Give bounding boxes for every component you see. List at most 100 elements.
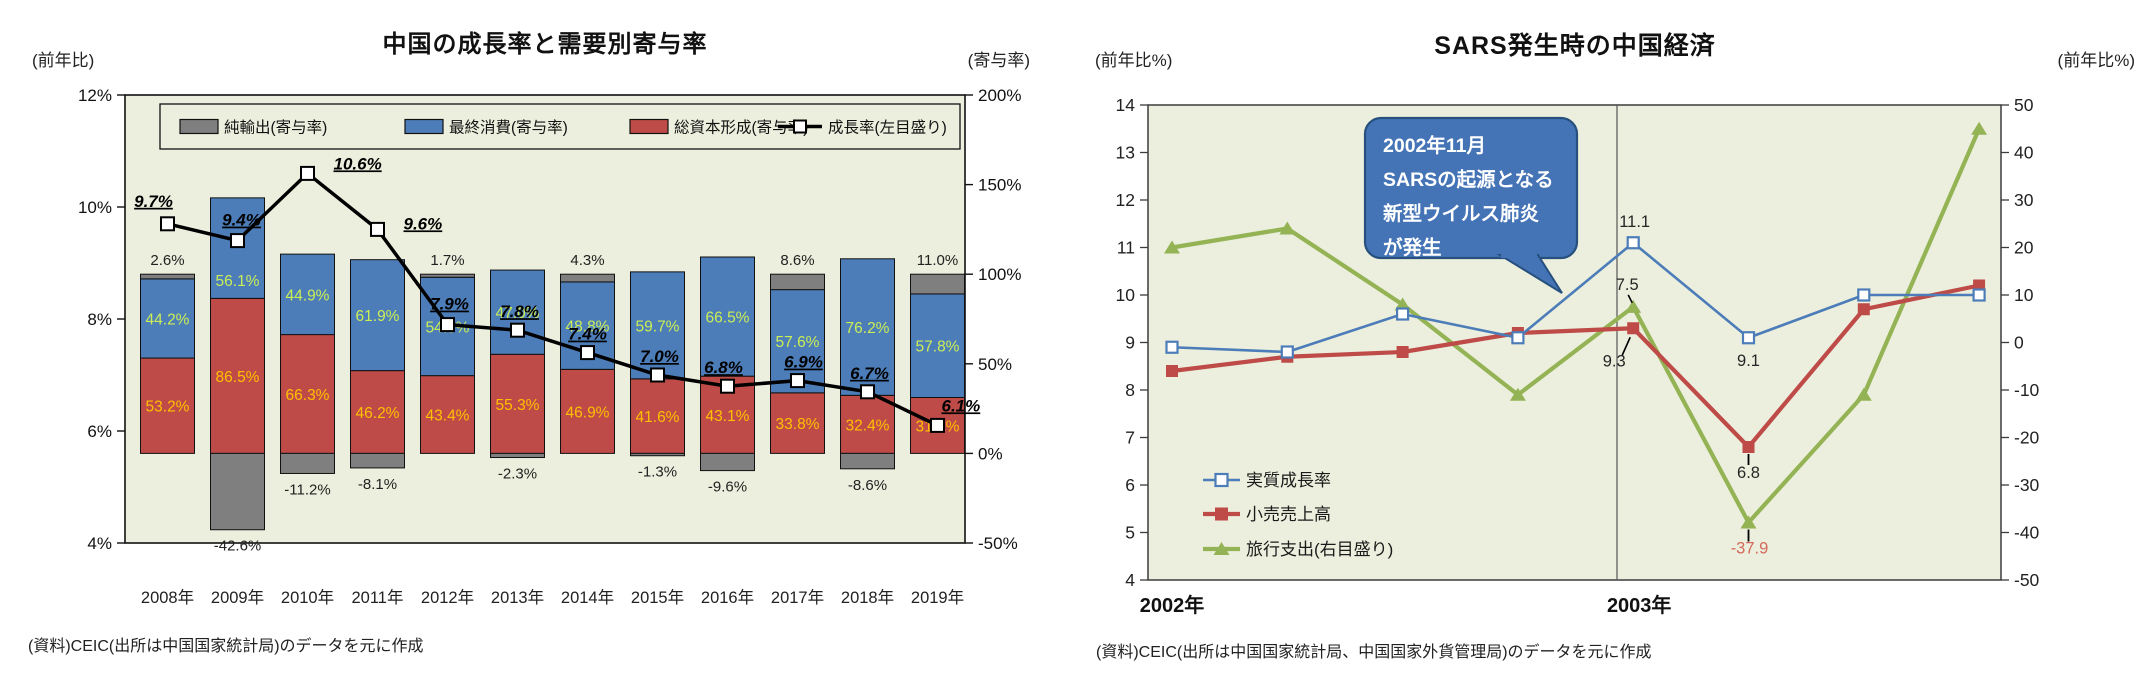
right-axis-tick-label: 20 xyxy=(2014,238,2034,258)
travel-marker xyxy=(1971,121,1988,135)
growth-label: 6.7% xyxy=(850,364,889,383)
growth-label: 9.4% xyxy=(222,211,261,230)
left-axis-tick-label: 8 xyxy=(1125,380,1135,400)
leader-line xyxy=(1621,336,1631,356)
legend-label: 小売売上高 xyxy=(1246,505,1331,524)
growth-label: 7.9% xyxy=(430,295,469,314)
left-axis-tick-label: 6 xyxy=(1125,475,1135,495)
series-line-2 xyxy=(1171,127,1982,525)
net-exports-label: -8.6% xyxy=(848,477,887,494)
bar-final-consumption xyxy=(210,197,265,299)
capital-label: 43.4% xyxy=(426,408,470,425)
left-chart-panel: 中国の成長率と需要別寄与率 (前年比) (寄与率) 12% 10% 8% 6% 4% 20… xyxy=(0,0,1070,686)
capital-label: 46.9% xyxy=(566,404,610,421)
right-axis-tick-label: 0 xyxy=(2014,333,2024,353)
travel-marker xyxy=(1625,299,1642,313)
callout-tail-join xyxy=(1501,250,1537,258)
bar-net-exports xyxy=(210,452,265,531)
left-chart-svg: 12% 10% 8% 6% 4% 200% 150% 100% 50% 0% -50% 53.2% 44… xyxy=(78,86,1022,607)
bar-final-consumption xyxy=(350,259,405,372)
callout-text-line: 新型ウイルス肺炎 xyxy=(1383,202,1540,225)
right-axis-tick-label: 50% xyxy=(978,355,1012,374)
travel-marker xyxy=(1394,297,1411,311)
x-axis-year-label: 2010年 xyxy=(281,588,334,607)
growth-marker xyxy=(930,417,945,433)
net-exports-label: -1.3% xyxy=(638,464,677,481)
x-axis-year-label: 2014年 xyxy=(561,588,614,607)
callout-bubble xyxy=(1363,116,1579,260)
capital-label: 41.6% xyxy=(636,409,680,426)
left-axis-tick-label: 13 xyxy=(1116,143,1135,163)
left-axis-tick-label: 14 xyxy=(1116,95,1136,115)
growth-label: 6.1% xyxy=(942,396,981,415)
travel-marker xyxy=(1855,387,1872,401)
growth-label: 7.8% xyxy=(500,302,539,321)
consumption-label: 56.1% xyxy=(216,273,260,290)
data-label: 11.1 xyxy=(1619,213,1650,231)
growth-label: 10.6% xyxy=(334,154,382,173)
callout-text-line: が発生 xyxy=(1383,236,1442,259)
growth-marker xyxy=(650,367,665,383)
bar-net-exports xyxy=(350,452,405,469)
travel-marker xyxy=(1509,387,1526,401)
x-axis-year-label: 2009年 xyxy=(211,588,264,607)
x-axis-year-label: 2013年 xyxy=(491,588,544,607)
growth-marker xyxy=(160,216,175,232)
legend-line-marker xyxy=(793,119,807,134)
bar-final-consumption xyxy=(700,256,755,377)
right-axis-tick-label: 100% xyxy=(978,265,1021,284)
series-line-0 xyxy=(1171,241,1980,354)
bar-final-consumption xyxy=(490,269,545,355)
right-axis-tick-label: -40 xyxy=(2014,523,2040,543)
right-axis-tick-label: 0% xyxy=(978,444,1003,463)
series-line-1 xyxy=(1171,283,1980,450)
gdp-marker xyxy=(1972,288,1986,302)
right-axis-tick-label: 50 xyxy=(2014,95,2034,115)
bar-net-exports xyxy=(910,273,965,295)
consumption-label: 47.0% xyxy=(496,305,540,322)
left-chart-title: 中国の成長率と需要別寄与率 xyxy=(382,31,708,58)
legend-swatch xyxy=(179,118,219,135)
right-axis-tick-label: -20 xyxy=(2014,428,2040,448)
travel-marker xyxy=(1740,515,1757,529)
right-chart-left-axis-caption: (前年比%) xyxy=(1095,51,1173,70)
gdp-marker xyxy=(1396,307,1410,321)
bar-net-exports xyxy=(770,273,825,291)
right-axis-tick-label: -50% xyxy=(978,534,1018,553)
net-exports-label: -9.6% xyxy=(708,479,747,496)
legend-label: 実質成長率 xyxy=(1246,471,1331,490)
growth-line xyxy=(167,171,939,427)
right-chart-right-axis-caption: (前年比%) xyxy=(2057,51,2135,70)
capital-label: 55.3% xyxy=(496,397,540,414)
consumption-label: 44.2% xyxy=(146,311,190,328)
legend: 純輸出(寄与率) 最終消費(寄与率) 総資本形成(寄与率) 成長率(左目盛り) xyxy=(159,103,961,150)
legend-label: 総資本形成(寄与率) xyxy=(674,119,808,137)
bar-capital-formation xyxy=(770,392,825,454)
right-axis-tick-label: 150% xyxy=(978,176,1021,195)
consumption-label: 59.7% xyxy=(636,318,680,335)
bar-net-exports xyxy=(490,452,545,459)
bar-capital-formation xyxy=(840,394,895,454)
growth-marker xyxy=(230,233,245,249)
data-label: 9.1 xyxy=(1737,352,1760,370)
left-axis-tick-label: 6% xyxy=(87,422,112,441)
bar-final-consumption xyxy=(910,293,965,398)
consumption-label: 44.9% xyxy=(286,287,330,304)
net-exports-label: -11.2% xyxy=(284,481,330,498)
callout-text-line: 2002年11月 xyxy=(1383,134,1486,157)
right-axis-tick-label: 200% xyxy=(978,86,1021,105)
legend-marker xyxy=(1215,507,1228,521)
bar-final-consumption xyxy=(140,278,195,359)
legend-box xyxy=(159,103,961,150)
consumption-label: 57.8% xyxy=(916,339,960,356)
growth-label: 6.8% xyxy=(704,358,743,377)
legend-label: 最終消費(寄与率) xyxy=(449,119,568,137)
right-axis-tick-label: 30 xyxy=(2014,190,2034,210)
left-axis-tick-label: 9 xyxy=(1125,333,1135,353)
left-axis-tick-label: 5 xyxy=(1125,523,1135,543)
legend-label: 純輸出(寄与率) xyxy=(224,119,327,137)
right-axis-tick-label: -30 xyxy=(2014,475,2040,495)
right-chart-footnote: (資料)CEIC(出所は中国国家統計局、中国国家外貨管理局)のデータを元に作成 xyxy=(1096,644,1652,661)
travel-marker xyxy=(1279,221,1296,235)
